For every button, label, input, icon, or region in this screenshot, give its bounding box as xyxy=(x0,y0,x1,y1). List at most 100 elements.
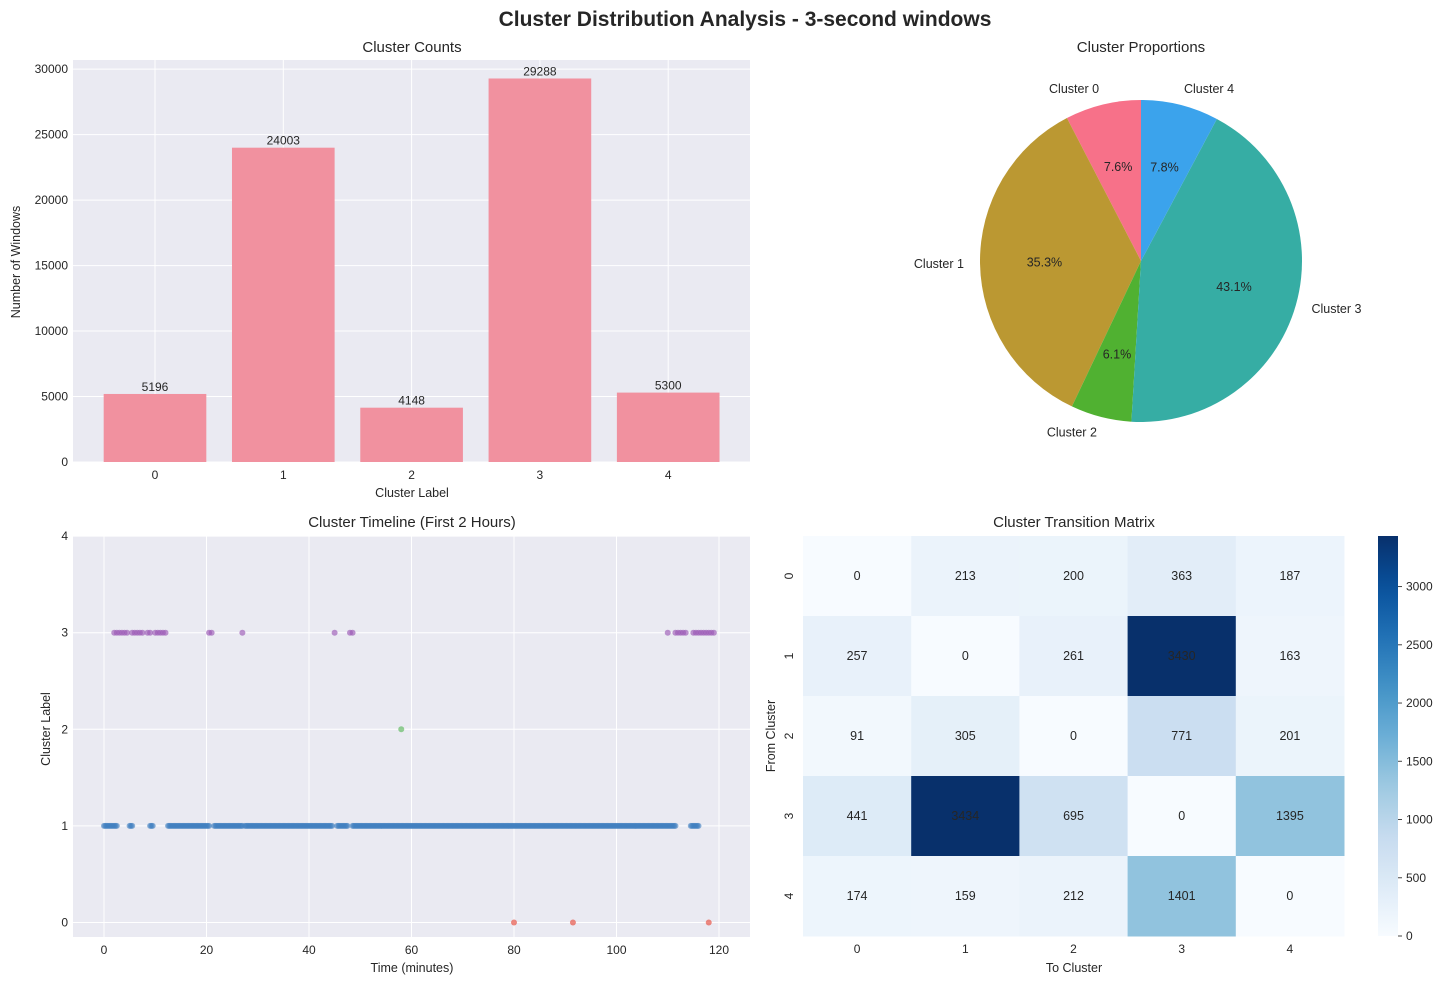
heatmap-y-axis-label: From Cluster xyxy=(764,700,778,772)
heatmap-cell xyxy=(1235,776,1345,857)
timeline-y-tick-label: 2 xyxy=(61,722,68,736)
bar-y-tick-label: 20000 xyxy=(35,193,69,207)
heatmap-cell xyxy=(911,696,1020,777)
heatmap-cell-value: 441 xyxy=(847,809,868,823)
pie-percent-label: 35.3% xyxy=(1027,256,1062,270)
heatmap-cell xyxy=(1127,776,1237,857)
bar xyxy=(488,78,592,462)
timeline-x-tick-label: 80 xyxy=(507,943,521,957)
heatmap-cell xyxy=(1127,696,1237,777)
heatmap-x-tick-label: 0 xyxy=(854,942,861,956)
heatmap-cell-value: 1395 xyxy=(1276,809,1304,823)
timeline-point xyxy=(139,629,146,636)
timeline-point xyxy=(149,822,156,829)
heatmap-cell xyxy=(1019,536,1129,617)
bar-x-tick-label: 0 xyxy=(152,468,159,482)
heatmap-cell-value: 0 xyxy=(962,649,969,663)
heatmap-cell xyxy=(803,536,912,617)
bar-value-label: 24003 xyxy=(267,134,301,148)
heatmap-cell xyxy=(1235,696,1345,777)
timeline-point xyxy=(124,629,131,636)
bar-y-tick-label: 5000 xyxy=(41,390,68,404)
colorbar-tick-label: 500 xyxy=(1406,871,1426,885)
pie-slice-label: Cluster 2 xyxy=(1047,426,1097,440)
heatmap-cell xyxy=(803,776,912,857)
heatmap-cell xyxy=(1019,856,1129,937)
timeline-y-tick-label: 3 xyxy=(61,626,68,640)
bar-x-tick-label: 1 xyxy=(280,468,287,482)
heatmap-cell-value: 91 xyxy=(850,729,864,743)
timeline-chart-title: Cluster Timeline (First 2 Hours) xyxy=(308,514,516,531)
bar-value-label: 5300 xyxy=(655,379,682,393)
bar xyxy=(360,407,463,462)
heatmap-cell-value: 200 xyxy=(1063,569,1084,583)
timeline-x-tick-label: 120 xyxy=(709,943,729,957)
heatmap-x-axis-label: To Cluster xyxy=(1046,961,1102,975)
heatmap-cell xyxy=(911,616,1020,697)
bar-x-tick-label: 2 xyxy=(408,468,415,482)
pie-slice xyxy=(1141,100,1217,261)
heatmap-cell xyxy=(911,856,1020,937)
timeline-point xyxy=(147,629,154,636)
heatmap-cell xyxy=(803,696,912,777)
heatmap-cell-value: 174 xyxy=(847,889,868,903)
timeline-x-tick-label: 40 xyxy=(302,943,316,957)
heatmap-cell xyxy=(803,616,912,697)
pie-slice xyxy=(1131,118,1303,422)
timeline-point xyxy=(206,822,213,829)
pie-slice-label: Cluster 1 xyxy=(914,257,964,271)
bar-x-axis-label: Cluster Label xyxy=(375,486,449,500)
heatmap-cell xyxy=(911,776,1020,857)
timeline-point xyxy=(129,822,136,829)
pie-percent-label: 6.1% xyxy=(1103,348,1132,362)
bar-chart-title: Cluster Counts xyxy=(362,39,461,56)
timeline-point xyxy=(329,822,336,829)
timeline-point xyxy=(398,726,405,733)
pie-slice xyxy=(980,118,1141,407)
pie-slice xyxy=(1066,100,1141,261)
heatmap-cell xyxy=(911,536,1020,617)
heatmap-cell-value: 363 xyxy=(1171,569,1192,583)
pie-percent-label: 7.8% xyxy=(1150,160,1179,174)
bar xyxy=(103,393,207,462)
timeline-point xyxy=(710,629,717,636)
heatmap-cell xyxy=(1127,856,1237,937)
colorbar-tick-label: 1500 xyxy=(1406,754,1433,768)
pie-chart: 7.6% Cluster 0 35.3% Cluster 1 6.1% Cluster 2… xyxy=(914,82,1362,440)
timeline-point xyxy=(239,629,246,636)
timeline-y-tick-label: 4 xyxy=(61,529,68,543)
colorbar-tick-label: 2000 xyxy=(1406,696,1433,710)
pie-chart-title: Cluster Proportions xyxy=(1077,39,1205,56)
timeline-x-tick-label: 100 xyxy=(606,943,626,957)
heatmap-cell-value: 0 xyxy=(854,569,861,583)
heatmap-cell-value: 163 xyxy=(1279,649,1300,663)
heatmap-cell-value: 213 xyxy=(955,569,976,583)
heatmap-y-tick-label: 2 xyxy=(782,732,796,739)
bar xyxy=(231,147,335,463)
heatmap-x-tick-label: 2 xyxy=(1070,942,1077,956)
heatmap-title: Cluster Transition Matrix xyxy=(993,514,1155,531)
timeline-point xyxy=(331,629,338,636)
heatmap-cell xyxy=(1127,536,1237,617)
bar-y-tick-label: 0 xyxy=(61,455,68,469)
heatmap-cell-value: 187 xyxy=(1279,569,1300,583)
heatmap-cell xyxy=(1127,616,1237,697)
heatmap-cell-value: 695 xyxy=(1063,809,1084,823)
colorbar-tick-label: 0 xyxy=(1406,929,1413,943)
colorbar-tick-label: 2500 xyxy=(1406,638,1433,652)
heatmap-cell-value: 305 xyxy=(955,729,976,743)
timeline-x-tick-label: 60 xyxy=(405,943,419,957)
timeline-point xyxy=(113,822,120,829)
heatmap-cell-value: 3434 xyxy=(951,809,979,823)
heatmap-y-tick-label: 4 xyxy=(782,892,796,899)
heatmap-cell-value: 1401 xyxy=(1168,889,1196,903)
heatmap-cell-value: 159 xyxy=(955,889,976,903)
bar-y-tick-label: 10000 xyxy=(35,324,69,338)
heatmap-cell xyxy=(1019,776,1129,857)
heatmap-cell xyxy=(1019,616,1129,697)
timeline-point xyxy=(672,822,679,829)
heatmap-cell xyxy=(1235,616,1345,697)
heatmap-x-tick-label: 3 xyxy=(1178,942,1185,956)
